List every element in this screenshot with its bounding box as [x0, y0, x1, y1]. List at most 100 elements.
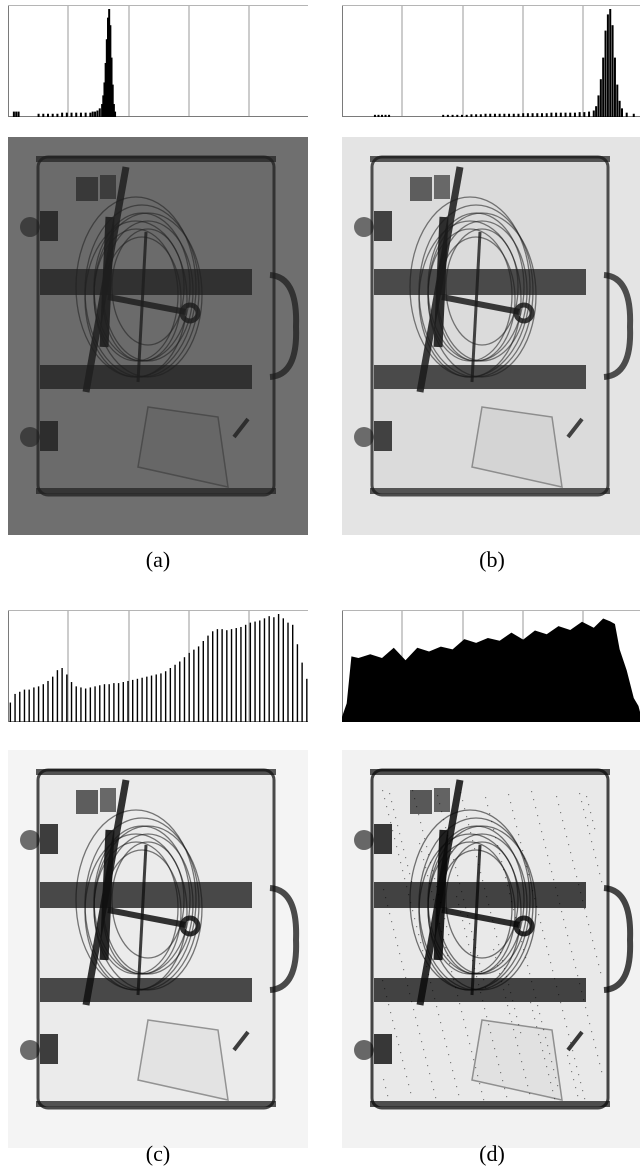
noise-speck — [591, 841, 593, 843]
histogram-bar — [103, 684, 106, 722]
noise-speck — [513, 909, 515, 911]
noise-speck — [553, 879, 555, 881]
noise-speck — [585, 1007, 587, 1009]
histogram-bar — [99, 685, 101, 722]
noise-speck — [512, 1000, 514, 1002]
noise-speck — [518, 834, 520, 836]
noise-speck — [452, 1070, 454, 1072]
noise-speck — [593, 849, 595, 851]
noise-speck — [439, 923, 441, 925]
noise-speck — [412, 790, 414, 792]
noise-speck — [395, 937, 397, 939]
noise-speck — [394, 838, 396, 840]
noise-speck — [599, 873, 601, 875]
noise-speck — [483, 979, 485, 981]
noise-speck — [558, 994, 560, 996]
noise-speck — [433, 1089, 435, 1091]
histogram-bar — [618, 100, 621, 117]
noise-speck — [472, 840, 474, 842]
histogram-bar — [287, 622, 289, 722]
noise-speck — [413, 1009, 415, 1011]
noise-speck — [527, 1085, 529, 1087]
noise-speck — [421, 1041, 423, 1043]
noise-speck — [582, 1090, 584, 1092]
histogram-bar — [132, 679, 134, 722]
noise-speck — [488, 1024, 490, 1026]
noise-speck — [575, 1087, 577, 1089]
histogram-bar — [42, 113, 45, 117]
noise-speck — [439, 803, 441, 805]
histogram-bar — [273, 617, 275, 722]
noise-speck — [503, 869, 505, 871]
noise-speck — [402, 870, 404, 872]
histogram-bar — [113, 683, 115, 722]
noise-speck — [444, 1038, 446, 1040]
pouch — [471, 1019, 563, 1101]
noise-speck — [453, 979, 455, 981]
noise-speck — [489, 813, 491, 815]
noise-speck — [564, 1018, 566, 1020]
cable-coil — [445, 841, 519, 959]
histogram-bar — [235, 628, 237, 722]
tool-shaft — [136, 844, 148, 996]
histogram-bar — [555, 112, 558, 117]
noise-speck — [391, 921, 393, 923]
histogram-bar — [155, 674, 157, 722]
noise-speck — [388, 814, 390, 816]
noise-speck — [475, 947, 477, 949]
noise-speck — [455, 987, 457, 989]
histogram-bar — [104, 63, 107, 117]
histogram-bar — [15, 111, 18, 117]
noise-speck — [463, 899, 465, 901]
noise-speck — [459, 883, 461, 885]
histogram-bar — [451, 114, 454, 117]
noise-speck — [479, 963, 481, 965]
noise-speck — [496, 936, 498, 938]
noise-speck — [401, 961, 403, 963]
noise-speck — [472, 960, 474, 962]
noise-speck — [405, 977, 407, 979]
histogram-bar — [632, 113, 635, 117]
histogram-bar — [470, 114, 473, 117]
noise-speck — [469, 923, 471, 925]
noise-speck — [478, 864, 480, 866]
histogram-bar — [609, 9, 612, 117]
histogram-bar — [94, 111, 97, 117]
noise-speck — [508, 794, 510, 796]
histogram-bar — [388, 114, 391, 117]
noise-speck — [568, 1034, 570, 1036]
noise-speck — [579, 793, 581, 795]
histogram-bar — [75, 686, 77, 722]
noise-speck — [523, 1069, 525, 1071]
noise-speck — [476, 856, 478, 858]
noise-speck — [531, 981, 533, 983]
wheel — [20, 1040, 40, 1060]
noise-speck — [536, 1026, 538, 1028]
noise-speck — [458, 1094, 460, 1096]
histogram-bar — [164, 671, 167, 722]
key — [232, 417, 250, 439]
noise-speck — [504, 1088, 506, 1090]
noise-speck — [530, 1002, 532, 1004]
histogram-bar — [249, 622, 252, 722]
histogram-bar — [89, 687, 92, 722]
histogram-bar — [526, 113, 529, 117]
noise-speck — [521, 941, 523, 943]
noise-speck — [491, 821, 493, 823]
handle — [269, 272, 300, 380]
caption-d: (d) — [479, 1141, 505, 1166]
noise-speck — [562, 820, 564, 822]
histogram-bar — [522, 113, 525, 117]
noise-speck — [505, 997, 507, 999]
histogram-bar — [578, 112, 581, 117]
noise-speck — [420, 942, 422, 944]
tool-shaft — [470, 844, 482, 996]
noise-speck — [432, 870, 434, 872]
noise-speck — [517, 1045, 519, 1047]
xray-image-c — [8, 750, 308, 1148]
histogram-bar — [550, 112, 553, 117]
histogram-bar — [611, 25, 614, 117]
histogram-b — [342, 5, 640, 117]
noise-speck — [441, 931, 443, 933]
key — [232, 1030, 250, 1052]
